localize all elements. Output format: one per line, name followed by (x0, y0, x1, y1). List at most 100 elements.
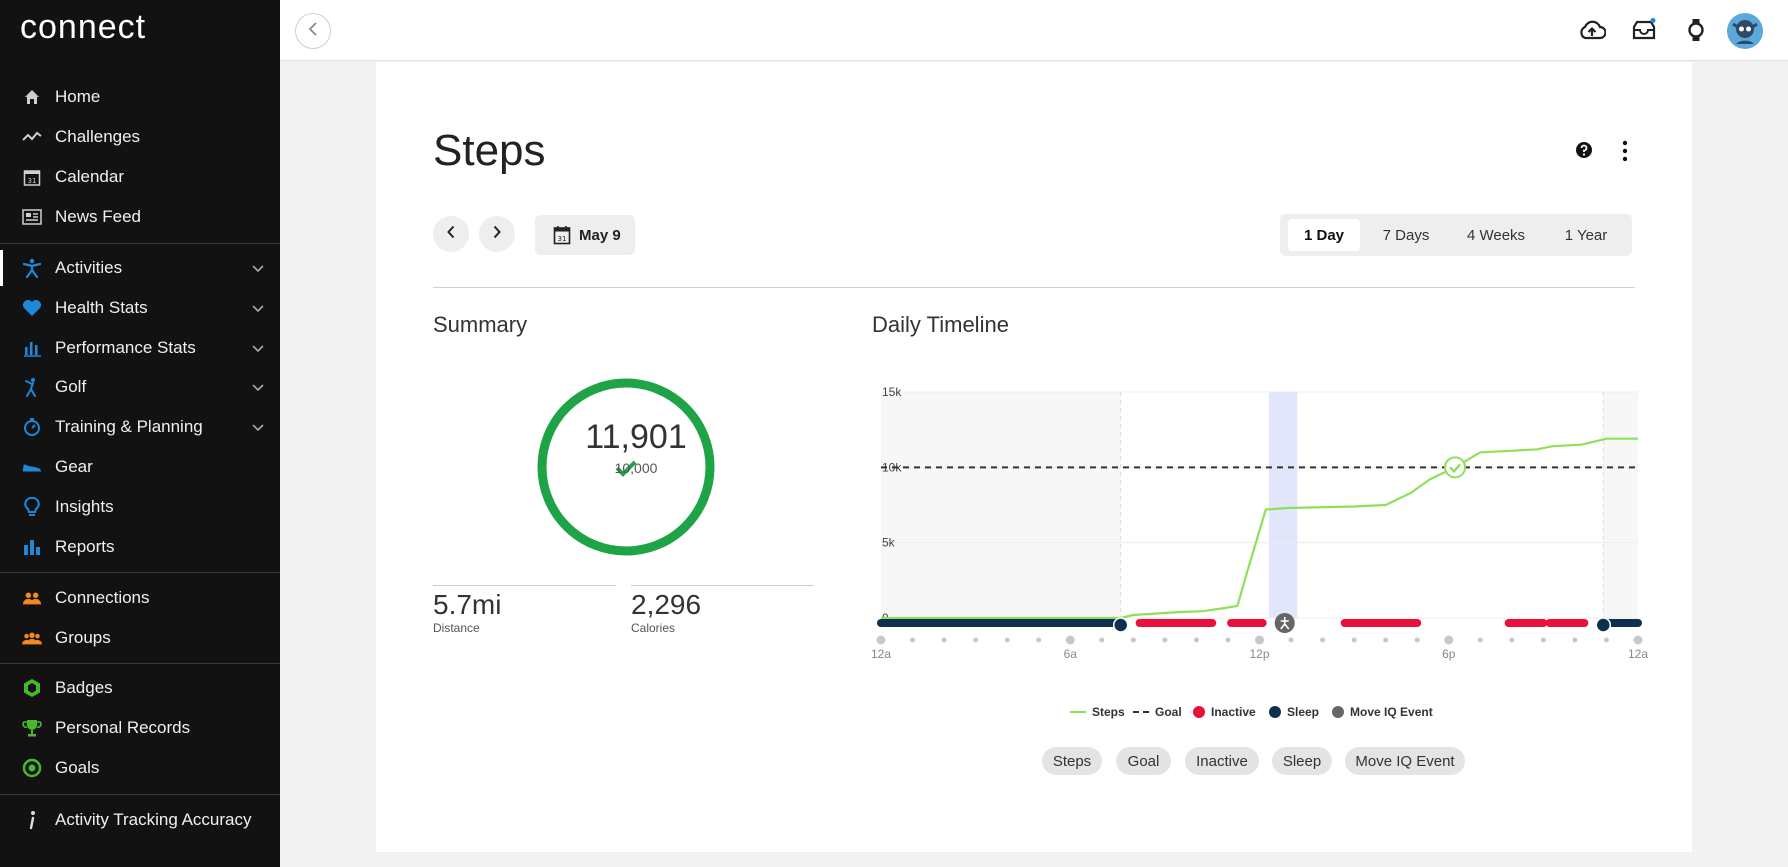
sidebar-item-label: Connections (55, 588, 150, 607)
inbox-icon[interactable] (1630, 16, 1658, 44)
sidebar-item-challenges[interactable]: Challenges (0, 117, 280, 157)
tab-1-year[interactable]: 1 Year (1564, 226, 1608, 244)
sidebar-divider (0, 572, 280, 573)
hour-tick-dot (1603, 637, 1609, 643)
info-icon (22, 810, 42, 830)
hour-tick-dot (1193, 637, 1199, 643)
sidebar-item-insights[interactable]: Insights (0, 487, 280, 527)
toggle-inactive[interactable]: Inactive (1185, 747, 1259, 775)
hour-tick-dot (1004, 637, 1010, 643)
y-tick-label: 5k (882, 536, 896, 550)
sidebar-item-badges[interactable]: Badges (0, 668, 280, 708)
sidebar: connect Home Challenges 31 Calendar News… (0, 0, 280, 867)
sidebar-item-calendar[interactable]: 31 Calendar (0, 157, 280, 197)
tab-7-days[interactable]: 7 Days (1382, 226, 1430, 244)
more-options-icon[interactable] (1619, 140, 1631, 162)
sidebar-item-label: Activities (55, 258, 123, 277)
connections-icon (22, 588, 42, 608)
sidebar-item-activity-tracking-accuracy[interactable]: Activity Tracking Accuracy (0, 800, 280, 840)
tab-1-day[interactable]: 1 Day (1288, 219, 1360, 251)
x-tick-label: 12a (871, 647, 891, 661)
summary-title: Summary (433, 312, 528, 337)
sidebar-item-groups[interactable]: Groups (0, 618, 280, 658)
toggle-steps[interactable]: Steps (1042, 747, 1102, 775)
sidebar-item-label: News Feed (55, 207, 141, 226)
sidebar-item-home[interactable]: Home (0, 77, 280, 117)
sidebar-item-gear[interactable]: Gear (0, 447, 280, 487)
calendar-icon: 31 (553, 225, 571, 250)
watch-icon[interactable] (1682, 16, 1710, 44)
chevron-down-icon (252, 419, 264, 437)
walk-figure-icon (1280, 617, 1290, 630)
date-label: May 9 (579, 226, 621, 244)
trophy-icon (22, 718, 42, 738)
hour-tick-dot (941, 637, 947, 643)
legend-label: Steps (1092, 705, 1125, 719)
legend-move-iq-swatch (1332, 706, 1344, 718)
hour-tick-dot (1572, 637, 1578, 643)
sidebar-item-training-planning[interactable]: Training & Planning (0, 407, 280, 447)
upload-cloud-icon[interactable] (1578, 16, 1606, 44)
stat-divider (433, 585, 616, 586)
sidebar-item-golf[interactable]: Golf (0, 367, 280, 407)
sidebar-item-label: Golf (55, 377, 87, 396)
hour-tick-dot (1255, 635, 1264, 645)
chevron-down-icon (252, 340, 264, 358)
x-tick-label: 12a (1628, 647, 1648, 661)
stopwatch-icon (22, 417, 42, 437)
toggle-sleep[interactable]: Sleep (1272, 747, 1332, 775)
sidebar-item-label: Gear (55, 457, 93, 476)
daily-timeline-title: Daily Timeline (872, 312, 1009, 337)
news-feed-icon (22, 207, 42, 227)
hour-tick-dot (1414, 637, 1420, 643)
top-bar (280, 0, 1788, 61)
sidebar-item-goals[interactable]: Goals (0, 748, 280, 788)
sidebar-divider (0, 663, 280, 664)
avatar[interactable] (1726, 12, 1764, 50)
lightbulb-icon (22, 497, 42, 517)
sidebar-item-activities[interactable]: Activities (0, 248, 280, 288)
sidebar-item-label: Activity Tracking Accuracy (55, 810, 252, 829)
tab-4-weeks[interactable]: 4 Weeks (1466, 226, 1526, 244)
hour-tick-dot (1036, 637, 1042, 643)
hour-tick-dot (1130, 637, 1136, 643)
sidebar-item-personal-records[interactable]: Personal Records (0, 708, 280, 748)
app-logo[interactable]: connect (20, 8, 147, 46)
calories-label: Calories (631, 621, 676, 635)
distance-label: Distance (433, 621, 480, 635)
activities-icon (22, 258, 42, 278)
sidebar-item-health-stats[interactable]: Health Stats (0, 288, 280, 328)
sidebar-item-connections[interactable]: Connections (0, 578, 280, 618)
legend-sleep-swatch (1269, 706, 1281, 718)
collapse-sidebar-button[interactable] (295, 13, 331, 49)
date-picker-button[interactable]: 31 May 9 (535, 215, 635, 255)
previous-day-button[interactable] (433, 216, 469, 252)
section-divider (433, 287, 1635, 288)
legend-goal-swatch (1133, 711, 1149, 713)
main-card: Steps 31 May 9 1 Day 7 Days 4 Weeks 1 Ye… (376, 62, 1692, 852)
toggle-goal[interactable]: Goal (1116, 747, 1171, 775)
chevron-right-icon (492, 225, 502, 244)
shoe-icon (22, 457, 42, 477)
sidebar-item-performance-stats[interactable]: Performance Stats (0, 328, 280, 368)
hour-tick-dot (1162, 637, 1168, 643)
sidebar-item-reports[interactable]: Reports (0, 527, 280, 567)
legend-steps: Steps (1070, 702, 1125, 722)
chevron-down-icon (252, 379, 264, 397)
help-icon[interactable] (1575, 141, 1593, 159)
steps-value: 11,901 (585, 418, 687, 456)
bar-chart-icon (22, 338, 42, 358)
calories-value: 2,296 (631, 589, 702, 620)
hour-tick-dot (1099, 637, 1105, 643)
sidebar-item-news-feed[interactable]: News Feed (0, 197, 280, 237)
range-tabs: 1 Day 7 Days 4 Weeks 1 Year (1280, 214, 1632, 256)
next-day-button[interactable] (479, 216, 515, 252)
toggle-move-iq-event[interactable]: Move IQ Event (1345, 747, 1465, 775)
legend-label: Sleep (1287, 705, 1320, 719)
sleep-shade (881, 392, 1121, 618)
goal-value: 10,000 (614, 460, 658, 476)
hour-tick-dot (1633, 635, 1643, 645)
hour-tick-dot (876, 635, 886, 645)
chevron-down-icon (252, 300, 264, 318)
